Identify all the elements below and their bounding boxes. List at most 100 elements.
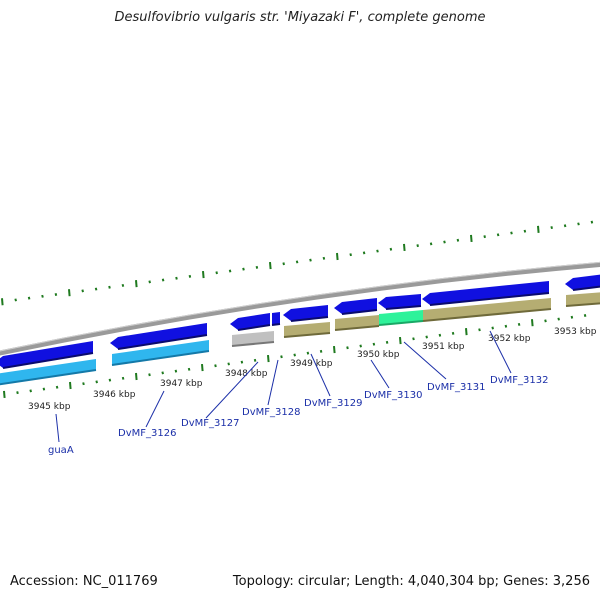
inner-tick xyxy=(570,315,574,319)
inner-tick xyxy=(491,326,494,330)
outer-tick xyxy=(242,267,245,271)
outer-tick xyxy=(470,234,473,243)
inner-tick xyxy=(187,367,191,371)
gene-label-dvmf-3127[interactable]: DvMF_3127 xyxy=(181,418,239,429)
inner-tick xyxy=(319,349,323,353)
genome-backbone xyxy=(0,261,600,356)
inner-tick xyxy=(148,373,151,377)
gene-label-dvmf-3131[interactable]: DvMF_3131 xyxy=(427,382,485,393)
gene-label-dvmf-3126[interactable]: DvMF_3126 xyxy=(118,428,176,439)
inner-tick xyxy=(544,319,547,323)
outer-tick xyxy=(295,260,299,264)
outer-tick xyxy=(228,269,232,273)
outer-tick xyxy=(255,265,259,269)
inner-tick xyxy=(517,322,521,326)
cds-dvmf-3128-edge xyxy=(271,323,281,326)
outer-tick xyxy=(577,222,580,226)
gene-dvmf-3126[interactable] xyxy=(112,340,209,365)
genome-summary-text: Topology: circular; Length: 4,040,304 bp… xyxy=(232,574,590,589)
outer-tick xyxy=(523,229,527,233)
kbp-label-3945: 3945 kbp xyxy=(28,402,71,412)
inner-tick xyxy=(16,391,19,395)
outer-tick xyxy=(1,298,4,306)
outer-tick xyxy=(188,274,192,278)
outer-tick xyxy=(309,258,312,262)
gene-guaA-edge xyxy=(0,369,97,386)
outer-tick xyxy=(550,226,553,230)
outer-tick xyxy=(443,240,446,244)
outer-tick xyxy=(349,253,352,257)
outer-tick xyxy=(54,293,58,296)
cds-guaA[interactable] xyxy=(0,341,93,368)
cds-dvmf-3126-edge xyxy=(117,334,208,350)
kbp-label-3949: 3949 kbp xyxy=(290,359,333,369)
cds-dvmf-3132[interactable] xyxy=(422,281,549,305)
outer-tick xyxy=(456,238,460,242)
cds-dvmf-3131-edge xyxy=(385,305,422,310)
outer-tick xyxy=(175,276,178,280)
inner-tick xyxy=(55,385,59,389)
gene-dvmf-3132[interactable] xyxy=(423,298,551,321)
gene-next[interactable] xyxy=(566,292,600,306)
outer-tick xyxy=(403,243,406,252)
outer-tick xyxy=(510,231,513,235)
outer-tick xyxy=(121,283,125,287)
map-title: Desulfovibrio vulgaris str. 'Miyazaki F'… xyxy=(114,10,486,25)
inner-tick xyxy=(214,364,217,368)
outer-tick xyxy=(416,244,419,248)
cds-dvmf-3126[interactable] xyxy=(110,323,207,349)
gene-guaA[interactable] xyxy=(0,359,96,385)
inner-tick xyxy=(306,351,310,355)
inner-tick xyxy=(69,381,72,390)
outer-tick xyxy=(215,271,218,275)
inner-tick xyxy=(3,390,6,399)
cds-dvmf-3130-edge xyxy=(341,309,378,315)
inner-tick xyxy=(412,337,415,341)
gene-dvmf-3132-edge xyxy=(422,308,552,322)
cds-dvmf-3130[interactable] xyxy=(334,298,377,314)
inner-tick xyxy=(95,380,98,384)
cds-dvmf-3131[interactable] xyxy=(378,294,421,309)
gene-label-dvmf-3129[interactable]: DvMF_3129 xyxy=(304,398,362,409)
inner-tick xyxy=(280,355,283,359)
inner-tick xyxy=(135,372,138,381)
outer-tick xyxy=(483,235,486,239)
outer-tick xyxy=(537,225,540,233)
inner-tick xyxy=(531,319,534,327)
outer-tick xyxy=(389,247,393,251)
inner-tick xyxy=(465,328,468,336)
cds-next[interactable] xyxy=(565,274,600,290)
inner-tick xyxy=(161,371,164,375)
cds-dvmf-3127-edge xyxy=(237,324,271,331)
gene-label-dvmf-3132[interactable]: DvMF_3132 xyxy=(490,375,548,386)
gene-dvmf-3126-edge xyxy=(111,350,210,366)
inner-tick xyxy=(253,358,257,362)
gene-label-guaA[interactable]: guaA xyxy=(48,445,74,456)
inner-tick xyxy=(293,353,296,357)
outer-tick xyxy=(376,249,379,253)
cds-dvmf-3128[interactable] xyxy=(272,312,280,325)
cds-dvmf-3129[interactable] xyxy=(283,305,328,321)
inner-tick xyxy=(557,317,560,321)
inner-tick xyxy=(346,346,349,350)
gene-track xyxy=(0,292,600,386)
outer-tick xyxy=(202,271,205,279)
inner-tick xyxy=(227,362,230,366)
outer-tick xyxy=(590,220,594,224)
outer-tick xyxy=(27,296,31,300)
outer-tick xyxy=(322,256,326,260)
inner-tick-ring xyxy=(3,313,587,399)
cds-dvmf-3129-edge xyxy=(290,316,329,322)
outer-tick xyxy=(269,261,272,270)
outer-tick xyxy=(282,262,285,266)
kbp-label-3952: 3952 kbp xyxy=(488,334,531,344)
inner-tick xyxy=(451,331,455,335)
cds-dvmf-3132-edge xyxy=(429,292,550,306)
kbp-label-3947: 3947 kbp xyxy=(160,379,203,389)
outer-tick xyxy=(161,278,165,282)
gene-label-dvmf-3130[interactable]: DvMF_3130 xyxy=(364,390,422,401)
outer-tick xyxy=(135,280,138,288)
gene-label-dvmf-3128[interactable]: DvMF_3128 xyxy=(242,407,300,418)
gene-dvmf-3131-edge xyxy=(378,320,424,326)
inner-tick xyxy=(478,328,481,332)
